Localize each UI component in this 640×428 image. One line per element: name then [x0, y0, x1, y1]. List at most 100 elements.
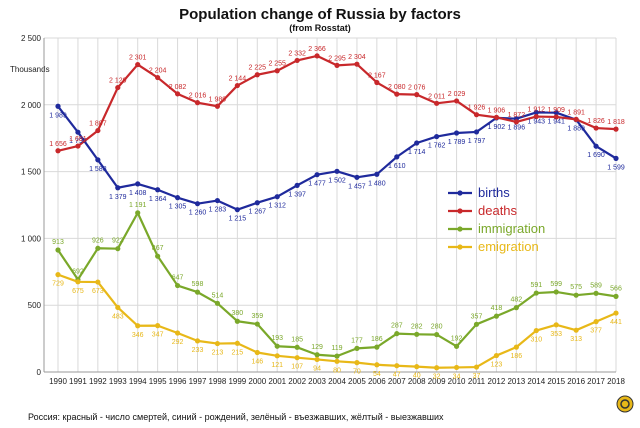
- data-point-deaths: [414, 92, 420, 98]
- x-tick-label: 2008: [408, 377, 426, 386]
- data-label-births: 1 477: [308, 181, 326, 188]
- data-label-deaths: 2 076: [408, 85, 426, 92]
- data-point-emigration: [234, 340, 240, 346]
- data-point-emigration: [254, 349, 260, 356]
- legend-marker-births: [457, 190, 463, 196]
- data-label-births: 1 941: [547, 119, 565, 126]
- logo-icon: [616, 395, 634, 413]
- x-tick-label: 2006: [368, 377, 386, 386]
- data-point-births: [214, 197, 221, 204]
- data-point-deaths: [75, 143, 81, 149]
- data-label-emigration: 123: [491, 362, 503, 369]
- data-label-deaths: 2 129: [109, 78, 127, 85]
- data-label-emigration: 346: [132, 332, 144, 339]
- data-label-births: 1 902: [488, 124, 506, 131]
- data-label-immigration: 185: [291, 336, 303, 343]
- data-label-deaths: 1 818: [607, 119, 625, 126]
- data-label-deaths: 1 872: [508, 112, 526, 119]
- x-tick-label: 1997: [189, 377, 207, 386]
- data-point-deaths: [453, 98, 460, 104]
- data-label-deaths: 2 016: [189, 93, 207, 100]
- data-point-deaths: [394, 91, 400, 97]
- data-point-births: [234, 207, 240, 213]
- data-point-deaths: [234, 82, 240, 89]
- data-label-emigration: 146: [251, 358, 263, 365]
- data-label-emigration: 121: [271, 362, 283, 369]
- data-point-immigration: [95, 245, 101, 251]
- data-point-births: [354, 174, 360, 180]
- data-point-births: [115, 185, 121, 191]
- data-label-emigration: 40: [413, 373, 421, 380]
- data-point-emigration: [473, 364, 480, 370]
- y-tick-label: 2 000: [21, 101, 42, 110]
- x-tick-label: 2015: [547, 377, 565, 386]
- data-label-immigration: 591: [530, 282, 542, 289]
- data-point-emigration: [274, 353, 280, 359]
- x-tick-label: 2012: [488, 377, 506, 386]
- data-point-deaths: [294, 57, 300, 64]
- legend-marker-deaths: [457, 208, 463, 214]
- y-tick-label: 2 500: [21, 34, 42, 43]
- data-point-deaths: [374, 79, 380, 86]
- data-point-immigration: [394, 331, 400, 337]
- data-label-immigration: 357: [471, 313, 483, 320]
- data-label-births: 1 457: [348, 183, 366, 190]
- data-label-emigration: 377: [590, 328, 602, 335]
- legend-marker-immigration: [457, 226, 463, 232]
- x-tick-label: 1996: [169, 377, 187, 386]
- data-point-births: [194, 201, 201, 207]
- data-label-births: 1 379: [109, 194, 127, 201]
- data-label-deaths: 2 301: [129, 55, 147, 62]
- data-point-births: [294, 182, 300, 188]
- data-point-deaths: [115, 84, 121, 91]
- x-axis: 1990 1991 1992 1993 1994 1995 1996 1997 1998 1999…: [49, 377, 625, 386]
- data-point-immigration: [294, 344, 300, 350]
- data-label-immigration: 926: [92, 237, 104, 244]
- data-label-emigration: 353: [550, 331, 562, 338]
- data-point-immigration: [135, 210, 141, 216]
- data-label-births: 1 789: [448, 139, 466, 146]
- data-point-deaths: [55, 148, 61, 154]
- data-point-births: [553, 110, 559, 116]
- x-tick-label: 2013: [507, 377, 525, 386]
- data-point-births: [314, 172, 320, 178]
- data-point-births: [453, 130, 460, 136]
- data-label-deaths: 2 255: [268, 61, 286, 68]
- data-label-births: 1 502: [328, 177, 346, 184]
- data-label-births: 1 889: [567, 126, 585, 133]
- data-point-immigration: [573, 292, 579, 298]
- data-point-births: [135, 181, 141, 187]
- data-label-deaths: 1 691: [69, 136, 87, 143]
- data-label-immigration: 193: [271, 335, 283, 342]
- data-label-deaths: 2 204: [149, 68, 167, 75]
- data-label-deaths: 2 029: [448, 91, 466, 98]
- data-point-immigration: [194, 289, 201, 295]
- data-label-births: 1 283: [209, 207, 227, 214]
- data-label-births: 1 588: [89, 166, 107, 173]
- data-point-emigration: [334, 358, 340, 364]
- legend: births deaths immigration emigration: [448, 185, 545, 254]
- data-label-births: 1 215: [229, 216, 247, 223]
- data-label-births: 1 797: [468, 138, 486, 145]
- x-tick-label: 2010: [448, 377, 466, 386]
- x-tick-label: 2002: [288, 377, 306, 386]
- data-label-births: 1 762: [428, 143, 446, 150]
- data-label-immigration: 692: [72, 269, 84, 276]
- data-label-deaths: 2 011: [428, 93, 445, 100]
- data-label-births: 1 795: [69, 138, 87, 145]
- x-tick-label: 2003: [308, 377, 326, 386]
- data-point-deaths: [533, 113, 539, 120]
- x-tick-label: 1999: [228, 377, 246, 386]
- data-point-emigration: [613, 310, 619, 316]
- data-point-births: [254, 200, 260, 206]
- data-label-deaths: 1 826: [587, 118, 605, 125]
- data-label-emigration: 34: [453, 373, 461, 380]
- y-tick-label: 0: [37, 368, 42, 377]
- data-point-deaths: [314, 53, 320, 59]
- data-point-immigration: [553, 289, 559, 295]
- data-point-immigration: [434, 331, 440, 338]
- caption: Россия: красный - число смертей, синий -…: [28, 412, 444, 422]
- data-label-immigration: 186: [371, 336, 383, 343]
- x-tick-label: 2011: [468, 377, 486, 386]
- data-point-births: [414, 140, 420, 146]
